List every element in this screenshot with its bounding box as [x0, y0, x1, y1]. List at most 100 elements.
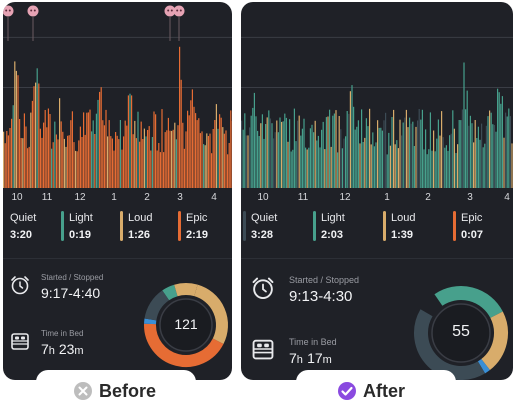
- sound-bar: [250, 115, 252, 188]
- sound-bar: [100, 87, 102, 188]
- snore-score-ring: 121: [143, 282, 229, 368]
- sound-bar: [399, 119, 401, 188]
- sound-bar: [468, 125, 470, 188]
- time-tick: 3: [467, 192, 473, 203]
- sound-bar: [458, 120, 460, 188]
- sound-bar: [450, 133, 452, 188]
- sound-bar: [118, 139, 120, 188]
- sound-bar: [357, 120, 359, 188]
- sound-bar: [417, 120, 419, 188]
- sound-bar: [441, 111, 443, 188]
- sound-bar: [311, 124, 313, 188]
- sound-bar: [204, 145, 206, 188]
- sound-bar: [471, 123, 473, 188]
- bed-minutes: 17: [307, 350, 323, 366]
- sound-bar: [389, 145, 391, 188]
- after-label: After: [363, 380, 406, 401]
- sound-bar: [447, 150, 449, 188]
- sound-bar: [159, 152, 161, 188]
- sound-bar: [148, 126, 150, 188]
- sound-bar: [337, 152, 339, 188]
- sound-bar: [171, 130, 173, 188]
- sound-bar: [484, 143, 486, 188]
- sound-bar: [143, 128, 145, 188]
- alarm-clock-icon: [11, 276, 29, 295]
- sound-bar: [373, 146, 375, 188]
- sound-bar: [378, 127, 380, 188]
- score-segment: [144, 323, 224, 367]
- sound-bar: [166, 130, 168, 188]
- sound-bar: [466, 90, 468, 188]
- sound-bar: [126, 125, 128, 188]
- sound-bar: [95, 113, 97, 188]
- sound-bar: [62, 131, 64, 188]
- sound-bar: [36, 68, 38, 188]
- sound-bar: [370, 144, 372, 188]
- sound-bar: [127, 95, 129, 188]
- sound-bar: [179, 46, 181, 188]
- sound-bar: [31, 100, 33, 188]
- time-axis: 10 11 12 1 2 3 4: [3, 190, 232, 206]
- score-inner-circle: [431, 303, 491, 363]
- legend-time: 2:19: [186, 229, 209, 241]
- sound-bar: [83, 112, 85, 188]
- sound-bar: [282, 121, 284, 188]
- legend-name: Quiet: [251, 212, 278, 224]
- sound-bar: [325, 117, 327, 188]
- bed-minute-unit: m: [322, 354, 332, 366]
- sound-bar: [169, 130, 171, 188]
- sound-bar: [20, 138, 22, 188]
- sound-bar: [394, 144, 396, 188]
- sleep-sound-chart: [3, 2, 232, 188]
- sound-bar: [346, 111, 348, 188]
- sound-bar: [14, 61, 16, 188]
- sound-bar: [266, 117, 268, 188]
- sound-bar: [274, 132, 276, 188]
- sound-bar: [402, 122, 404, 188]
- sound-bar: [215, 104, 217, 188]
- sound-bar: [121, 149, 123, 188]
- sound-bar: [269, 118, 271, 188]
- time-in-bed-label: Time in Bed: [41, 329, 84, 338]
- bed-hour-unit: h: [296, 354, 303, 366]
- sound-bar: [306, 149, 308, 188]
- snore-score: 121: [174, 316, 198, 332]
- ghost-marker-icon: [27, 5, 39, 41]
- legend-time: 0:07: [461, 229, 484, 241]
- sound-bar: [511, 143, 513, 188]
- sound-bar: [155, 114, 157, 188]
- sound-bar: [391, 117, 393, 188]
- legend-name: Light: [69, 212, 93, 224]
- sound-bar: [9, 128, 11, 188]
- legend-time: 1:39: [391, 229, 414, 241]
- sound-bar: [145, 136, 147, 188]
- sound-bar: [91, 131, 93, 188]
- sound-bar: [263, 138, 265, 188]
- sound-bar: [465, 109, 467, 188]
- sound-bar: [219, 114, 221, 188]
- after-caption: After: [337, 379, 405, 403]
- after-phone-screen: 10 11 12 1 2 3 4 Quiet 3:28 Light 2:03 L…: [241, 2, 513, 380]
- sound-bar: [361, 109, 363, 188]
- sound-bar: [445, 145, 447, 188]
- sound-bar: [503, 137, 505, 188]
- sound-bar: [284, 113, 286, 188]
- sound-bar: [73, 142, 75, 188]
- sound-bar: [423, 149, 425, 188]
- legend-name: Loud: [128, 212, 153, 224]
- x-circle-icon: [74, 382, 92, 400]
- sound-bar: [158, 143, 160, 188]
- sound-bar: [86, 112, 88, 188]
- sound-bar: [461, 109, 463, 188]
- sound-bar: [407, 127, 409, 188]
- time-tick: 4: [211, 192, 217, 203]
- sound-bar: [509, 116, 511, 188]
- sound-bar: [71, 111, 73, 188]
- before-caption-pill: [36, 370, 196, 410]
- sound-bar: [51, 148, 53, 188]
- score-segment: [144, 290, 170, 321]
- sound-bar: [505, 112, 507, 188]
- sound-bar: [54, 121, 56, 188]
- sound-bar: [418, 109, 420, 188]
- sound-bar: [421, 109, 423, 188]
